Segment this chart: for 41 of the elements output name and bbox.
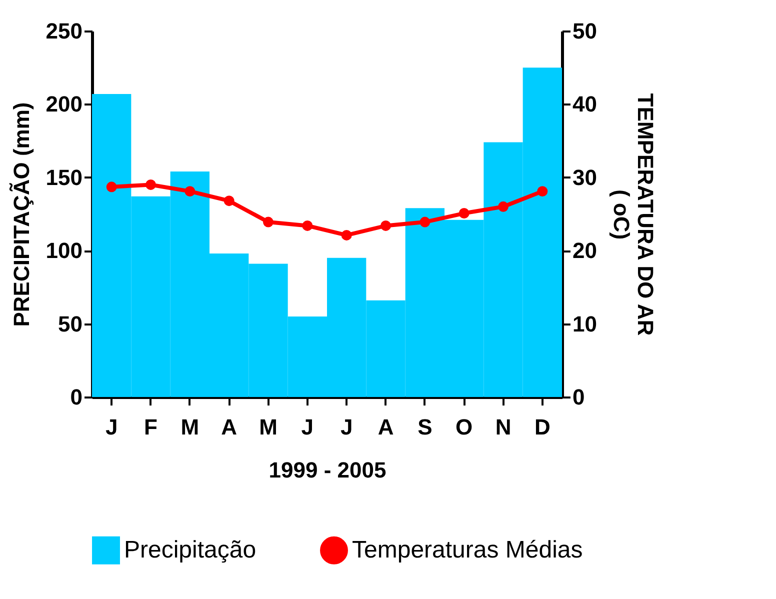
y-tick-label: 0: [70, 384, 82, 410]
y-tick-label: 250: [46, 18, 82, 44]
point: [380, 220, 391, 231]
y2-tick-label: 20: [572, 238, 597, 264]
y-tick-label: 100: [46, 238, 82, 264]
x-tick-label: J: [340, 414, 353, 440]
y-tick-label: 200: [46, 92, 82, 117]
x-tick-label: O: [456, 414, 473, 440]
point: [106, 182, 117, 192]
y2-axis-title: TEMPERATURA DO AR ( oC): [608, 93, 658, 336]
x-tick-label: M: [259, 414, 278, 440]
point: [263, 216, 274, 228]
x-tick-label: F: [144, 414, 158, 440]
y-tick-label: 50: [58, 311, 82, 336]
y2-tick-label: 0: [572, 384, 585, 410]
point: [224, 196, 234, 206]
legend-label: Temperaturas Médias: [352, 536, 583, 564]
y2-tick-label: 10: [572, 311, 597, 336]
x-tick-label: D: [534, 414, 550, 440]
x-tick-label: J: [105, 414, 118, 440]
y2-tick-label: 50: [572, 18, 597, 44]
y-axis-title: PRECIPITAÇÃO (mm): [8, 102, 34, 327]
x-axis-title: 1999 - 2005: [268, 458, 386, 482]
x-tick-label: J: [301, 414, 314, 440]
point: [184, 186, 196, 197]
y2-tick-label: 40: [572, 92, 597, 117]
y2-tick-label: 30: [572, 164, 597, 190]
point: [302, 220, 313, 231]
point: [420, 216, 430, 228]
x-tick-label: A: [221, 414, 238, 440]
point: [458, 208, 470, 218]
y-tick-label: 150: [46, 164, 82, 190]
x-tick-label: S: [418, 414, 432, 440]
legend-label: Precipitação: [124, 536, 256, 564]
x-tick-label: A: [378, 414, 394, 440]
point: [341, 230, 352, 240]
point: [498, 201, 508, 212]
x-tick-label: N: [495, 414, 512, 440]
point: [537, 186, 548, 197]
x-tick-label: M: [180, 414, 200, 440]
point: [146, 179, 156, 190]
